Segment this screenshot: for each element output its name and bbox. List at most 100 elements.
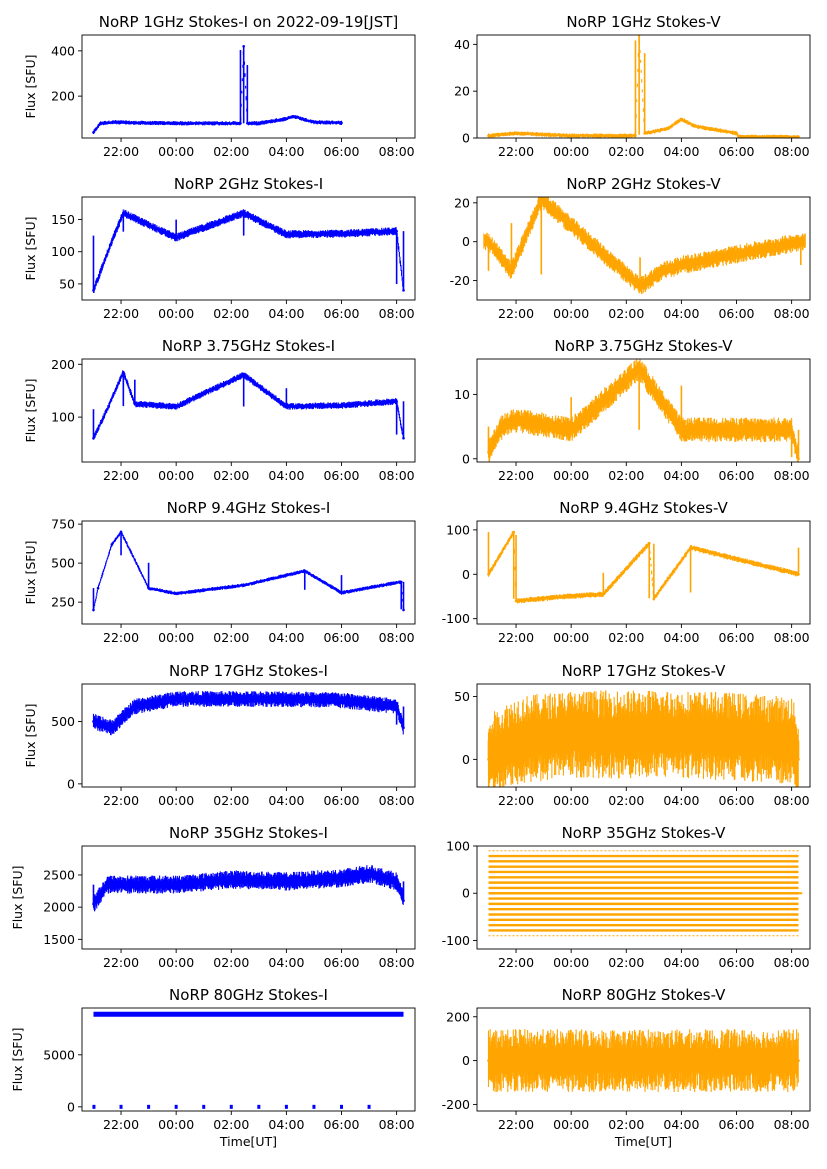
y-axis-label: Flux [SFU] <box>23 55 38 119</box>
x-tick-label: 06:00 <box>323 306 359 321</box>
series-group <box>92 209 405 293</box>
data-point <box>174 121 178 125</box>
x-tick-label: 08:00 <box>774 630 810 645</box>
series-group <box>92 691 405 736</box>
x-tick-label: 22:00 <box>498 468 534 483</box>
data-point <box>797 135 800 138</box>
x-tick-label: 04:00 <box>268 306 304 321</box>
data-point <box>92 131 95 134</box>
y-tick-label: 10 <box>454 387 470 402</box>
subplot-title: NoRP 1GHz Stokes-V <box>566 13 721 31</box>
x-tick-label: 02:00 <box>213 306 249 321</box>
x-tick-label: 22:00 <box>103 630 139 645</box>
x-tick-label: 02:00 <box>608 468 644 483</box>
y-axis-label: Flux [SFU] <box>23 379 38 443</box>
x-tick-label: 22:00 <box>498 630 534 645</box>
subplot-1: NoRP 1GHz Stokes-I on 2022-09-19[JST] 22:… <box>23 13 416 159</box>
data-point <box>257 121 261 125</box>
x-tick-label: 06:00 <box>323 630 359 645</box>
y-axis-label: Flux [SFU] <box>23 217 38 281</box>
data-point <box>666 127 669 130</box>
x-tick-label: 06:00 <box>718 468 754 483</box>
subplot-title: NoRP 9.4GHz Stokes-V <box>559 499 728 517</box>
y-tick-label: 100 <box>446 522 470 537</box>
series-group <box>487 359 800 462</box>
y-axis-label: Flux [SFU] <box>23 541 38 605</box>
y-tick-label: 500 <box>51 556 75 571</box>
data-point <box>487 134 490 137</box>
x-tick-label: 02:00 <box>213 468 249 483</box>
data-point <box>565 595 568 598</box>
data-point <box>514 418 518 422</box>
data-point <box>500 425 504 428</box>
x-tick-label: 08:00 <box>774 306 810 321</box>
series-group <box>483 197 806 294</box>
subplot-6: NoRP 3.75GHz Stokes-V 22:00 00:00 02:00 04:0… <box>454 337 811 483</box>
data-point <box>661 269 665 273</box>
data-point <box>133 121 137 125</box>
axes-frame <box>81 520 416 625</box>
axes-frame <box>81 358 416 463</box>
x-tick-label: 04:00 <box>268 468 304 483</box>
axes-frame <box>476 34 811 139</box>
data-point <box>112 234 116 237</box>
x-tick-label: 00:00 <box>158 306 194 321</box>
x-tick-label: 04:00 <box>268 144 304 159</box>
series-group <box>92 530 405 612</box>
x-tick-label: 06:00 <box>323 144 359 159</box>
subplot-title: NoRP 17GHz Stokes-I <box>169 662 328 680</box>
x-tick-label: 02:00 <box>608 144 644 159</box>
y-tick-label: -20 <box>450 273 470 288</box>
subplot-3: NoRP 2GHz Stokes-I 22:00 00:00 02:00 04:00 06… <box>23 175 416 321</box>
data-point <box>340 404 343 407</box>
y-tick-label: 250 <box>51 595 75 610</box>
x-tick-label: 02:00 <box>213 630 249 645</box>
subplot-2: NoRP 1GHz Stokes-V 22:00 00:00 02:00 04:00 06… <box>454 13 811 159</box>
y-tick-label: 100 <box>51 410 75 425</box>
x-tick-label: 00:00 <box>553 144 589 159</box>
x-tick-label: 00:00 <box>158 468 194 483</box>
data-point <box>737 135 741 138</box>
subplot-4: NoRP 2GHz Stokes-V 22:00 00:00 02:00 04:00 06… <box>450 175 811 321</box>
y-tick-label: 0 <box>462 234 470 249</box>
data-point <box>285 117 288 121</box>
data-point <box>514 132 518 135</box>
axes-frame <box>81 34 416 139</box>
subplot-title: NoRP 2GHz Stokes-V <box>566 175 721 193</box>
x-tick-label: 04:00 <box>663 468 699 483</box>
x-tick-label: 06:00 <box>323 468 359 483</box>
y-tick-label: 0 <box>462 131 470 146</box>
subplot-9: NoRP 17GHz Stokes-I22:00 00:00 02:00 04:00 0… <box>23 662 416 808</box>
x-tick-label: 08:00 <box>774 144 810 159</box>
x-tick-label: 04:00 <box>663 144 699 159</box>
y-tick-label: 20 <box>454 195 470 210</box>
data-point <box>735 132 738 135</box>
x-tick-label: 08:00 <box>379 306 415 321</box>
x-tick-label: 00:00 <box>158 144 194 159</box>
x-tick-label: 00:00 <box>553 630 589 645</box>
data-point <box>99 121 102 125</box>
y-tick-label: 50 <box>59 276 75 291</box>
x-tick-label: 06:00 <box>718 306 754 321</box>
data-point <box>105 407 109 411</box>
y-tick-label: -100 <box>442 611 470 626</box>
x-tick-label: 06:00 <box>718 630 754 645</box>
x-tick-label: 04:00 <box>268 630 304 645</box>
data-point <box>174 405 178 408</box>
subplot-title: NoRP 3.75GHz Stokes-V <box>554 337 733 355</box>
subplot-8: NoRP 9.4GHz Stokes-V 22:00 00:00 02:00 04:00… <box>442 499 811 645</box>
x-tick-label: 00:00 <box>553 306 589 321</box>
axes-frame <box>476 196 811 301</box>
data-point <box>693 124 697 128</box>
y-tick-label: 0 <box>462 451 470 466</box>
data-point <box>680 263 683 267</box>
axes-frame <box>476 358 811 463</box>
y-tick-label: 20 <box>454 84 470 99</box>
data-point <box>312 120 316 124</box>
x-tick-label: 02:00 <box>608 630 644 645</box>
x-tick-label: 08:00 <box>379 630 415 645</box>
x-tick-label: 00:00 <box>553 468 589 483</box>
y-tick-label: 100 <box>51 244 75 259</box>
subplot-7: NoRP 9.4GHz Stokes-I 22:00 00:00 02:00 04:00… <box>23 499 416 645</box>
